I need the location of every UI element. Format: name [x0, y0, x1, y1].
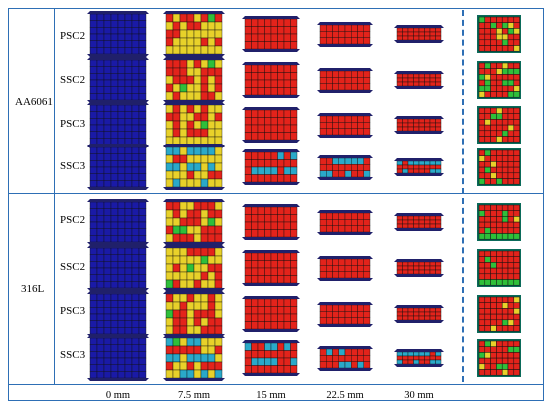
close-up-detail [477, 249, 521, 292]
close-up-detail [477, 61, 521, 104]
simulation-snapshot [87, 143, 149, 196]
simulation-snapshot [163, 10, 225, 63]
config-label: SSC2 [60, 74, 86, 86]
simulation-snapshot [242, 15, 300, 58]
simulation-snapshot [394, 212, 444, 237]
simulation-snapshot [317, 209, 373, 241]
simulation-snapshot [87, 101, 149, 154]
simulation-snapshot [317, 112, 373, 144]
simulation-snapshot [242, 203, 300, 246]
simulation-snapshot [163, 290, 225, 343]
displacement-label: 30 mm [404, 390, 434, 401]
close-up-detail [477, 106, 521, 149]
config-label: PSC2 [60, 214, 86, 226]
simulation-snapshot [317, 345, 373, 377]
simulation-snapshot [242, 61, 300, 104]
close-up-detail [477, 295, 521, 338]
config-label: PSC2 [60, 30, 86, 42]
simulation-snapshot [242, 148, 300, 191]
simulation-snapshot [394, 70, 444, 95]
material-column-divider [54, 8, 55, 384]
config-label: SSC3 [60, 160, 86, 172]
simulation-snapshot [317, 301, 373, 333]
close-up-detail [477, 339, 521, 382]
close-up-detail [477, 148, 521, 191]
close-up-detail [477, 15, 521, 58]
simulation-snapshot [317, 21, 373, 53]
displacement-label: 0 mm [105, 390, 131, 401]
simulation-snapshot [163, 101, 225, 154]
material-divider [8, 193, 544, 194]
simulation-snapshot [87, 290, 149, 343]
outer-frame [8, 8, 544, 401]
simulation-snapshot [163, 143, 225, 196]
config-label: PSC3 [60, 118, 86, 130]
simulation-snapshot [163, 334, 225, 387]
simulation-snapshot [87, 56, 149, 109]
close-up-divider [462, 10, 464, 382]
config-label: SSC2 [60, 261, 86, 273]
close-up-detail [477, 203, 521, 246]
material-label-316l: 316L [21, 283, 45, 295]
simulation-snapshot [242, 106, 300, 149]
simulation-snapshot [163, 244, 225, 297]
simulation-snapshot [242, 339, 300, 382]
simulation-snapshot [317, 255, 373, 287]
displacement-label: 15 mm [256, 390, 286, 401]
simulation-snapshot [163, 198, 225, 251]
simulation-snapshot [87, 244, 149, 297]
simulation-snapshot [317, 154, 373, 186]
displacement-label: 22.5 mm [326, 390, 364, 401]
displacement-label: 7.5 mm [177, 390, 211, 401]
simulation-snapshot [242, 295, 300, 338]
simulation-snapshot [394, 258, 444, 283]
simulation-snapshot [394, 304, 444, 329]
simulation-snapshot [87, 334, 149, 387]
config-label: SSC3 [60, 349, 86, 361]
simulation-snapshot [394, 24, 444, 49]
material-label-aa6061: AA6061 [15, 96, 53, 108]
simulation-snapshot [317, 67, 373, 99]
simulation-snapshot [394, 115, 444, 140]
simulation-snapshot [242, 249, 300, 292]
simulation-snapshot [394, 348, 444, 373]
simulation-snapshot [87, 198, 149, 251]
simulation-snapshot [87, 10, 149, 63]
label-row-divider [8, 384, 544, 385]
simulation-snapshot [394, 157, 444, 182]
config-label: PSC3 [60, 305, 86, 317]
